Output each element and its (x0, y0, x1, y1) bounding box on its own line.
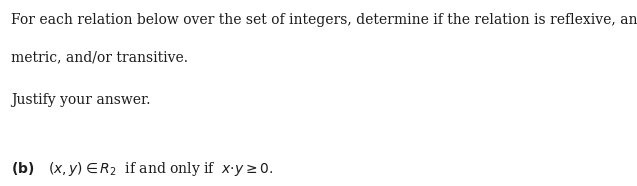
Text: metric, and/or transitive.: metric, and/or transitive. (11, 50, 189, 64)
Text: Justify your answer.: Justify your answer. (11, 93, 151, 107)
Text: $(x, y) \in R_2$  if and only if  $x{\cdot}y \geq 0.$: $(x, y) \in R_2$ if and only if $x{\cdot… (48, 160, 273, 178)
Text: For each relation below over the set of integers, determine if the relation is r: For each relation below over the set of … (11, 13, 637, 27)
Text: $\bf{(b)}$: $\bf{(b)}$ (11, 160, 35, 177)
